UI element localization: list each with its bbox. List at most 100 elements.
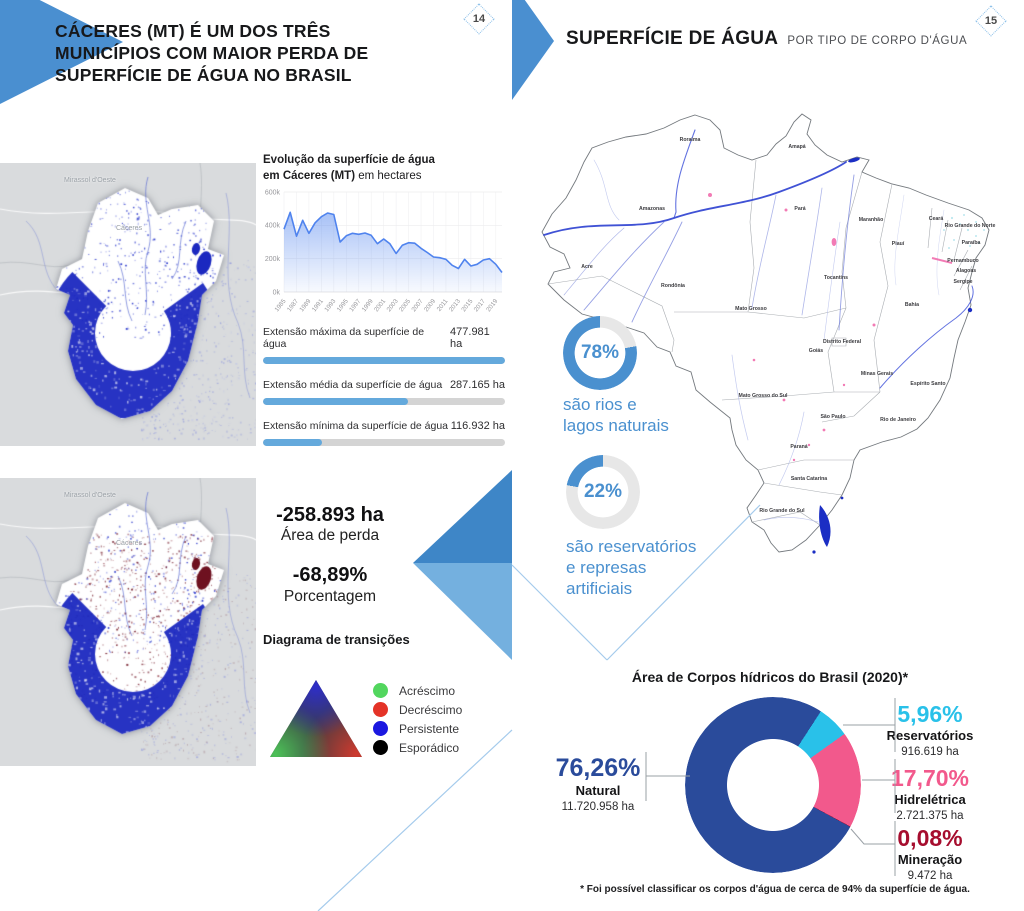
- svg-text:2019: 2019: [485, 298, 499, 312]
- state-label: Espírito Santo: [910, 381, 945, 387]
- extent-value: 287.165 ha: [449, 379, 505, 391]
- transitions-legend: Acréscimo Decréscimo Persistente Esporádico: [373, 681, 462, 757]
- state-label: Amazonas: [639, 206, 665, 212]
- gauge-value: 78%: [580, 342, 620, 363]
- evolution-chart-title: Evolução da superfície de água em Cácere…: [263, 153, 435, 184]
- state-label: Alagoas: [956, 268, 976, 274]
- svg-text:2009: 2009: [423, 298, 437, 312]
- caceres-water-extent-canvas: [0, 163, 256, 446]
- caceres-transition-canvas: [0, 478, 256, 766]
- coast-speckles: [943, 214, 985, 249]
- state-label: Acre: [581, 264, 593, 270]
- extent-row: Extensão máxima da superfície de água 477…: [263, 326, 505, 364]
- reservatorios-pct: 5,96%: [897, 701, 963, 727]
- reservatorios-area: 916.619 ha: [901, 746, 959, 759]
- state-label: Minas Gerais: [861, 371, 893, 377]
- reservatorios-label: Reservatórios: [886, 728, 974, 744]
- callout-hidreletrica: 17,70% Hidrelétrica 2.721.375 ha: [869, 766, 991, 822]
- legend-color-dot: [373, 721, 388, 736]
- state-label: Tocantins: [824, 275, 848, 281]
- legend-item: Acréscimo: [373, 681, 462, 700]
- evolution-area-chart: 0k200k400k600k19851987198919911993199519…: [265, 189, 503, 312]
- hidreletrica-area: 2.721.375 ha: [896, 810, 964, 823]
- extent-bar-track: [263, 357, 505, 364]
- donut-footnote: * Foi possível classificar os corpos d'á…: [580, 884, 970, 895]
- loss-pct-value: -68,89%: [292, 564, 368, 586]
- page-number-badge: 14: [463, 3, 495, 35]
- gauge-reservatorios-caption: são reservatórios e represas artificiais: [566, 537, 697, 599]
- state-label: Rio Grande do Norte: [945, 223, 996, 229]
- transitions-triangle-icon: [270, 680, 362, 757]
- state-label: Goiás: [809, 348, 824, 354]
- donut-chart-title: Área de Corpos hídricos do Brasil (2020)…: [631, 669, 909, 685]
- map-place-label: Cáceres: [116, 540, 143, 547]
- transitions-title: Diagrama de transições: [263, 632, 410, 647]
- state-label: Distrito Federal: [823, 339, 862, 345]
- state-label: Rondônia: [661, 283, 685, 289]
- gauge-rios-lagos: 78%: [563, 316, 637, 390]
- state-label: Bahia: [905, 302, 919, 308]
- gauge-ring: [563, 316, 637, 390]
- svg-text:0k: 0k: [273, 289, 281, 296]
- dark-water-patches: [812, 157, 973, 554]
- hidreletrica-pct: 17,70%: [890, 765, 969, 791]
- state-label: Piauí: [892, 241, 905, 247]
- page-title-caceres: CÁCERES (MT) É UM DOS TRÊS MUNICÍPIOS CO…: [55, 21, 369, 86]
- evolution-title-line1: Evolução da superfície de água: [263, 154, 435, 166]
- legend-label: Decréscimo: [399, 702, 463, 717]
- loss-area-value: -258.893 ha: [276, 504, 384, 526]
- legend-label: Esporádico: [399, 740, 460, 755]
- extent-value: 116.932 ha: [450, 420, 505, 432]
- state-label: Rio Grande do Sul: [759, 508, 805, 514]
- extent-row: Extensão mínima da superfície de água 116…: [263, 420, 505, 446]
- header-arrow-right: [512, 0, 554, 100]
- caceres-transition-map: Mirassol d'Oeste Cáceres: [0, 478, 256, 766]
- extent-label: Extensão média da superfície de água: [263, 379, 443, 391]
- natural-label: Natural: [575, 783, 621, 799]
- extent-row: Extensão média da superfície de água 287.…: [263, 379, 505, 405]
- extent-bar-track: [263, 398, 505, 405]
- gauge-rios-lagos-caption: são rios e lagos naturais: [563, 395, 669, 436]
- extent-label: Extensão mínima da superfície de água: [263, 420, 449, 432]
- loss-pct-label: Porcentagem: [283, 588, 377, 605]
- page-number: 15: [984, 15, 998, 27]
- state-label: Mato Grosso: [735, 306, 767, 312]
- water-bodies-donut-chart: [685, 697, 861, 873]
- state-label: Santa Catarina: [791, 476, 827, 482]
- extent-bar-fill: [263, 439, 323, 446]
- loss-area-label: Área de perda: [280, 527, 380, 544]
- state-label: São Paulo: [820, 414, 845, 420]
- state-label: Paraíba: [962, 240, 981, 246]
- map-place-label: Cáceres: [116, 225, 143, 232]
- legend-label: Persistente: [399, 721, 460, 736]
- extent-bar-fill: [263, 398, 409, 405]
- legend-label: Acréscimo: [399, 683, 456, 698]
- page-number-badge: 15: [975, 5, 1007, 37]
- state-label: Pará: [794, 206, 805, 212]
- callout-mineracao: 0,08% Mineração 9.472 ha: [869, 826, 991, 882]
- extent-bar-track: [263, 439, 505, 446]
- state-label: Sergipe: [953, 279, 972, 285]
- state-label: Amapá: [788, 144, 805, 150]
- extent-bars-block: Extensão máxima da superfície de água 477…: [263, 326, 505, 461]
- extent-bar-fill: [263, 357, 505, 364]
- natural-pct: 76,26%: [555, 754, 641, 782]
- legend-item: Esporádico: [373, 738, 462, 757]
- extent-value: 477.981 ha: [450, 326, 490, 350]
- state-label: Rio de Janeiro: [880, 417, 916, 423]
- legend-color-dot: [373, 683, 388, 698]
- state-borders: [547, 159, 973, 526]
- state-label: Paraná: [790, 444, 807, 450]
- callout-reservatorios: 5,96% Reservatórios 916.619 ha: [869, 702, 991, 758]
- evolution-title-line2-bold: em Cáceres (MT): [263, 169, 356, 182]
- evolution-title-line2-units: em hectares: [355, 169, 422, 182]
- mineracao-label: Mineração: [897, 852, 963, 868]
- svg-text:600k: 600k: [265, 189, 281, 196]
- callout-natural: 76,26% Natural 11.720.958 ha: [538, 754, 658, 814]
- state-label: Mato Grosso do Sul: [739, 393, 789, 399]
- legend-color-dot: [373, 740, 388, 755]
- map-place-label: Mirassol d'Oeste: [64, 492, 116, 499]
- legend-item: Persistente: [373, 719, 462, 738]
- caceres-water-extent-map: Mirassol d'Oeste Cáceres: [0, 163, 256, 446]
